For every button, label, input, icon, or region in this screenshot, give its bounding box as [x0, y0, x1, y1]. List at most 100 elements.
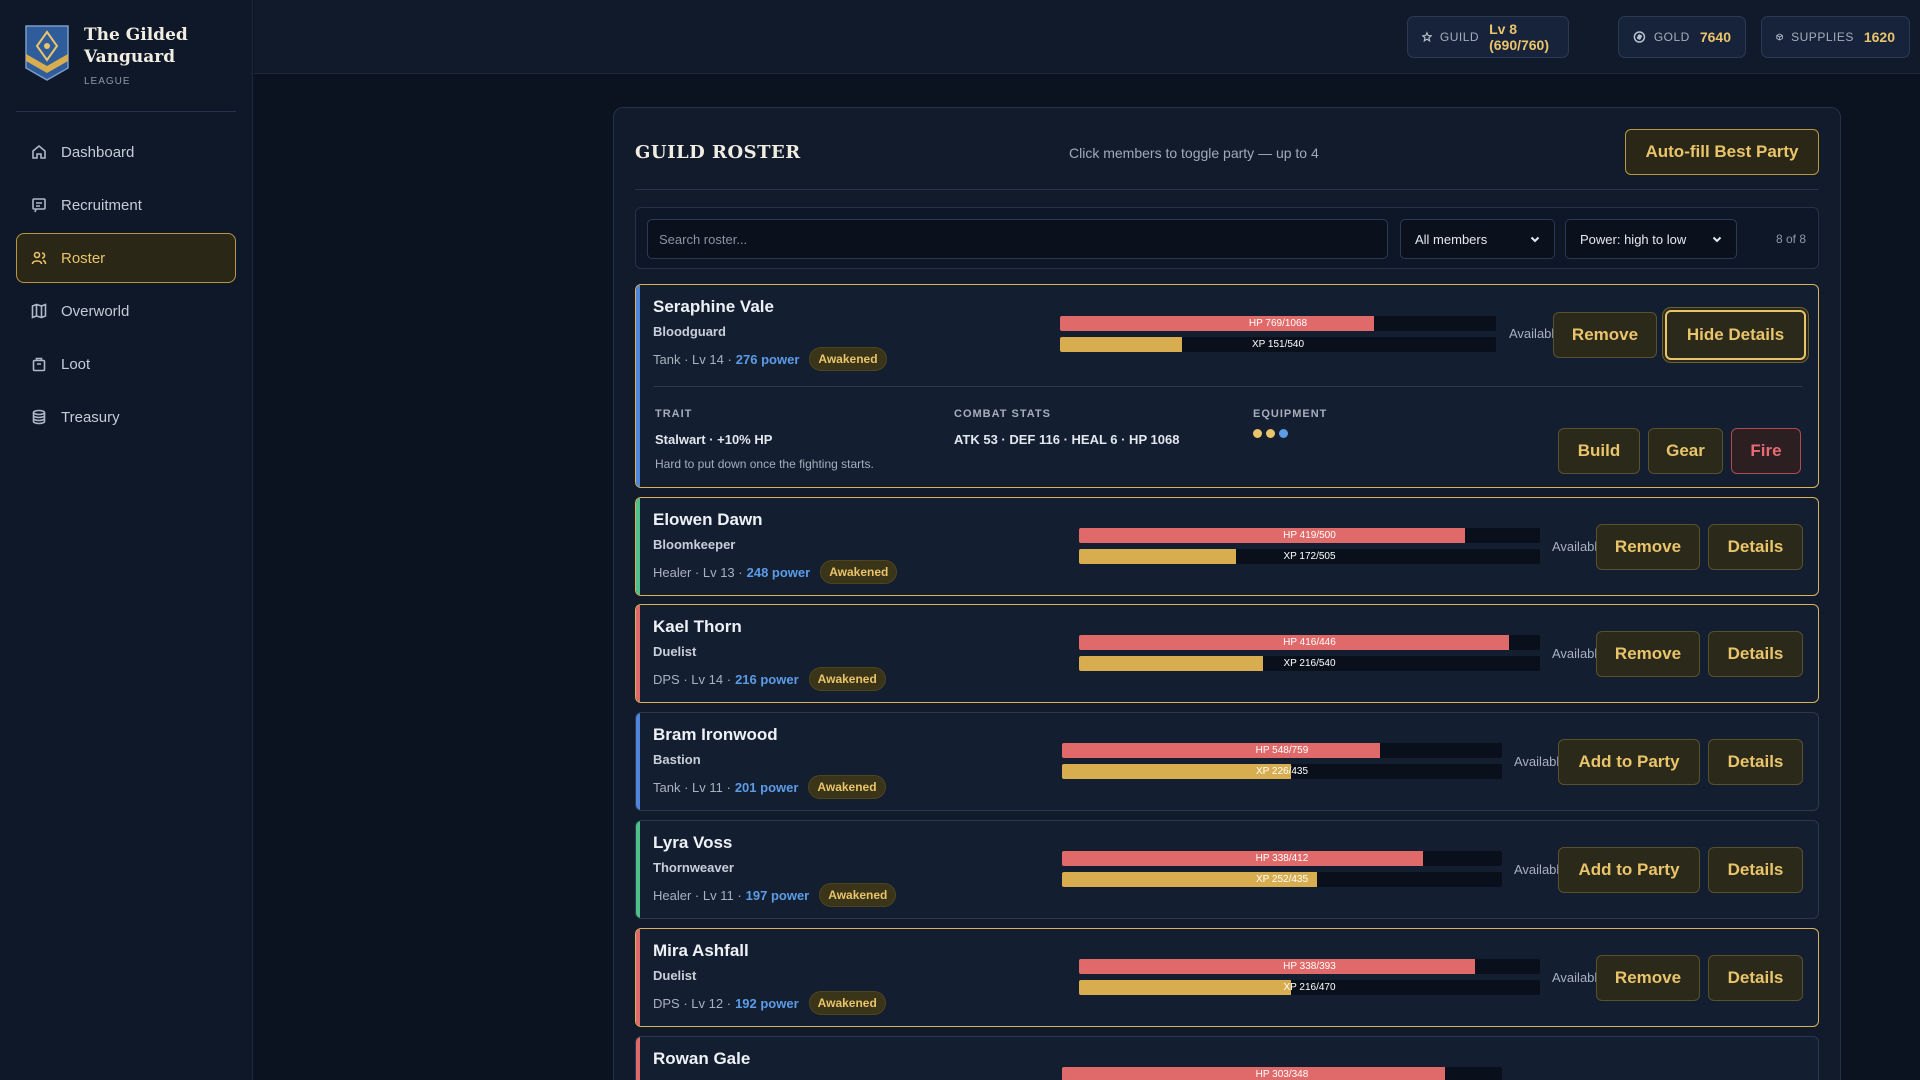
- brand: The Gilded Vanguard LEAGUE: [0, 0, 252, 110]
- roster-card[interactable]: Seraphine Vale Bloodguard Tank · Lv 14 ·…: [635, 284, 1819, 488]
- availability-text: Available: [1552, 970, 1605, 985]
- hp-bar: HP 338/393: [1079, 959, 1540, 974]
- sidebar-item-label: Overworld: [61, 302, 130, 320]
- member-level: Lv 14: [691, 671, 724, 687]
- sidebar-item-loot[interactable]: Loot: [16, 339, 236, 389]
- equipment-label: EQUIPMENT: [1253, 408, 1328, 420]
- member-class: Duelist: [653, 644, 697, 659]
- member-level: Lv 11: [702, 887, 734, 903]
- supplies-label: SUPPLIES: [1791, 30, 1854, 44]
- equipment-slot-dot: [1266, 429, 1275, 438]
- details-button[interactable]: Details: [1708, 955, 1803, 1001]
- member-meta: DPS · Lv 12 · 192 power Awakened: [653, 991, 886, 1015]
- availability-text: Available: [1514, 754, 1567, 769]
- sort-select[interactable]: Power: high to low: [1565, 219, 1737, 259]
- add-to-party-button[interactable]: Add to Party: [1558, 739, 1700, 785]
- availability-text: Available: [1509, 326, 1562, 341]
- details-button[interactable]: Details: [1708, 739, 1803, 785]
- brand-title: The Gilded Vanguard: [84, 25, 188, 67]
- member-meta: Tank · Lv 11 · 201 power Awakened: [653, 775, 886, 799]
- role-stripe: [636, 1037, 640, 1080]
- availability-text: Available: [1514, 862, 1567, 877]
- status-badge: Awakened: [819, 883, 897, 907]
- search-input[interactable]: [647, 219, 1388, 259]
- sidebar-item-overworld[interactable]: Overworld: [16, 286, 236, 336]
- page-title: GUILD ROSTER: [635, 142, 801, 163]
- equipment-slot-dot: [1279, 429, 1288, 438]
- member-power: 192 power: [735, 995, 799, 1011]
- xp-bar-fill: [1062, 764, 1291, 779]
- hp-bar-label: HP 548/759: [1255, 745, 1309, 756]
- hp-bar-label: HP 769/1068: [1248, 318, 1308, 329]
- member-name: Kael Thorn: [653, 617, 742, 636]
- member-name: Mira Ashfall: [653, 941, 749, 960]
- sidebar-item-label: Roster: [61, 249, 106, 267]
- roster-card[interactable]: Mira Ashfall Duelist DPS · Lv 12 · 192 po…: [635, 928, 1819, 1027]
- xp-bar-fill: [1079, 980, 1292, 995]
- member-meta: Healer · Lv 13 · 248 power Awakened: [653, 560, 898, 584]
- add-to-party-button[interactable]: Add to Party: [1558, 847, 1700, 893]
- xp-bar-label: XP 172/505: [1283, 551, 1336, 562]
- roster-card[interactable]: Elowen Dawn Bloomkeeper Healer · Lv 13 ·…: [635, 497, 1819, 596]
- crest-logo-icon: [25, 25, 69, 81]
- member-filter-select[interactable]: All members: [1400, 219, 1555, 259]
- details-button[interactable]: Details: [1708, 524, 1803, 570]
- guild-level-pill: GUILD Lv 8 (690/760): [1407, 16, 1569, 58]
- remove-from-party-button[interactable]: Remove: [1553, 312, 1657, 358]
- member-name: Bram Ironwood: [653, 725, 778, 744]
- remove-from-party-button[interactable]: Remove: [1596, 524, 1700, 570]
- roster-card[interactable]: Bram Ironwood Bastion Tank · Lv 11 · 201 …: [635, 712, 1819, 811]
- remove-from-party-button[interactable]: Remove: [1596, 631, 1700, 677]
- xp-bar-fill: [1079, 656, 1264, 671]
- combat-stats-label: COMBAT STATS: [954, 408, 1051, 420]
- chevron-down-icon: [1712, 236, 1722, 243]
- hp-bar-label: HP 416/446: [1283, 637, 1336, 648]
- hp-bar-fill: [1079, 528, 1466, 543]
- sidebar-item-recruitment[interactable]: Recruitment: [16, 180, 236, 230]
- hp-bar-label: HP 419/500: [1283, 530, 1336, 541]
- member-class: Bloodguard: [653, 324, 726, 339]
- xp-bar: XP 216/540: [1079, 656, 1540, 671]
- remove-from-party-button[interactable]: Remove: [1596, 955, 1700, 1001]
- member-class: Bastion: [653, 752, 701, 767]
- users-icon: [31, 251, 47, 265]
- member-role: Healer: [653, 887, 692, 903]
- member-level: Lv 13: [702, 564, 735, 580]
- hide-details-button[interactable]: Hide Details: [1665, 310, 1806, 360]
- xp-bar: XP 226/435: [1062, 764, 1502, 779]
- member-level: Lv 12: [691, 995, 724, 1011]
- member-role: Tank: [653, 779, 681, 795]
- autofill-party-button[interactable]: Auto-fill Best Party: [1625, 129, 1819, 175]
- fire-button[interactable]: Fire: [1731, 428, 1801, 474]
- gold-label: GOLD: [1653, 30, 1690, 44]
- roster-card[interactable]: Kael Thorn Duelist DPS · Lv 14 · 216 powe…: [635, 604, 1819, 703]
- roster-hint: Click members to toggle party — up to 4: [1069, 145, 1319, 161]
- details-button[interactable]: Details: [1708, 847, 1803, 893]
- roster-header: GUILD ROSTER Click members to toggle par…: [635, 108, 1819, 190]
- roster-card[interactable]: Rowan Gale HP 303/348: [635, 1036, 1819, 1080]
- status-badge: Awakened: [808, 775, 886, 799]
- sidebar-item-treasury[interactable]: Treasury: [16, 392, 236, 442]
- hp-bar: HP 769/1068: [1060, 316, 1496, 331]
- sidebar-item-dashboard[interactable]: Dashboard: [16, 127, 236, 177]
- bag-icon: [32, 357, 46, 372]
- member-name: Elowen Dawn: [653, 510, 763, 529]
- status-badge: Awakened: [808, 991, 886, 1015]
- hp-bar: HP 303/348: [1062, 1067, 1502, 1080]
- role-stripe: [636, 498, 640, 595]
- sidebar-item-roster[interactable]: Roster: [16, 233, 236, 283]
- roster-panel: GUILD ROSTER Click members to toggle par…: [613, 107, 1841, 1080]
- role-stripe: [636, 713, 640, 810]
- member-name: Lyra Voss: [653, 833, 733, 852]
- member-class: Bloomkeeper: [653, 537, 736, 552]
- hp-bar: HP 548/759: [1062, 743, 1502, 758]
- sidebar-item-label: Loot: [61, 355, 91, 373]
- details-button[interactable]: Details: [1708, 631, 1803, 677]
- gear-button[interactable]: Gear: [1648, 428, 1723, 474]
- sidebar-item-label: Recruitment: [61, 196, 142, 214]
- member-name: Seraphine Vale: [653, 297, 774, 316]
- member-meta: Tank · Lv 14 · 276 power Awakened: [653, 347, 887, 371]
- roster-filters: All members Power: high to low 8 of 8: [635, 207, 1819, 269]
- build-button[interactable]: Build: [1558, 428, 1640, 474]
- roster-card[interactable]: Lyra Voss Thornweaver Healer · Lv 11 · 19…: [635, 820, 1819, 919]
